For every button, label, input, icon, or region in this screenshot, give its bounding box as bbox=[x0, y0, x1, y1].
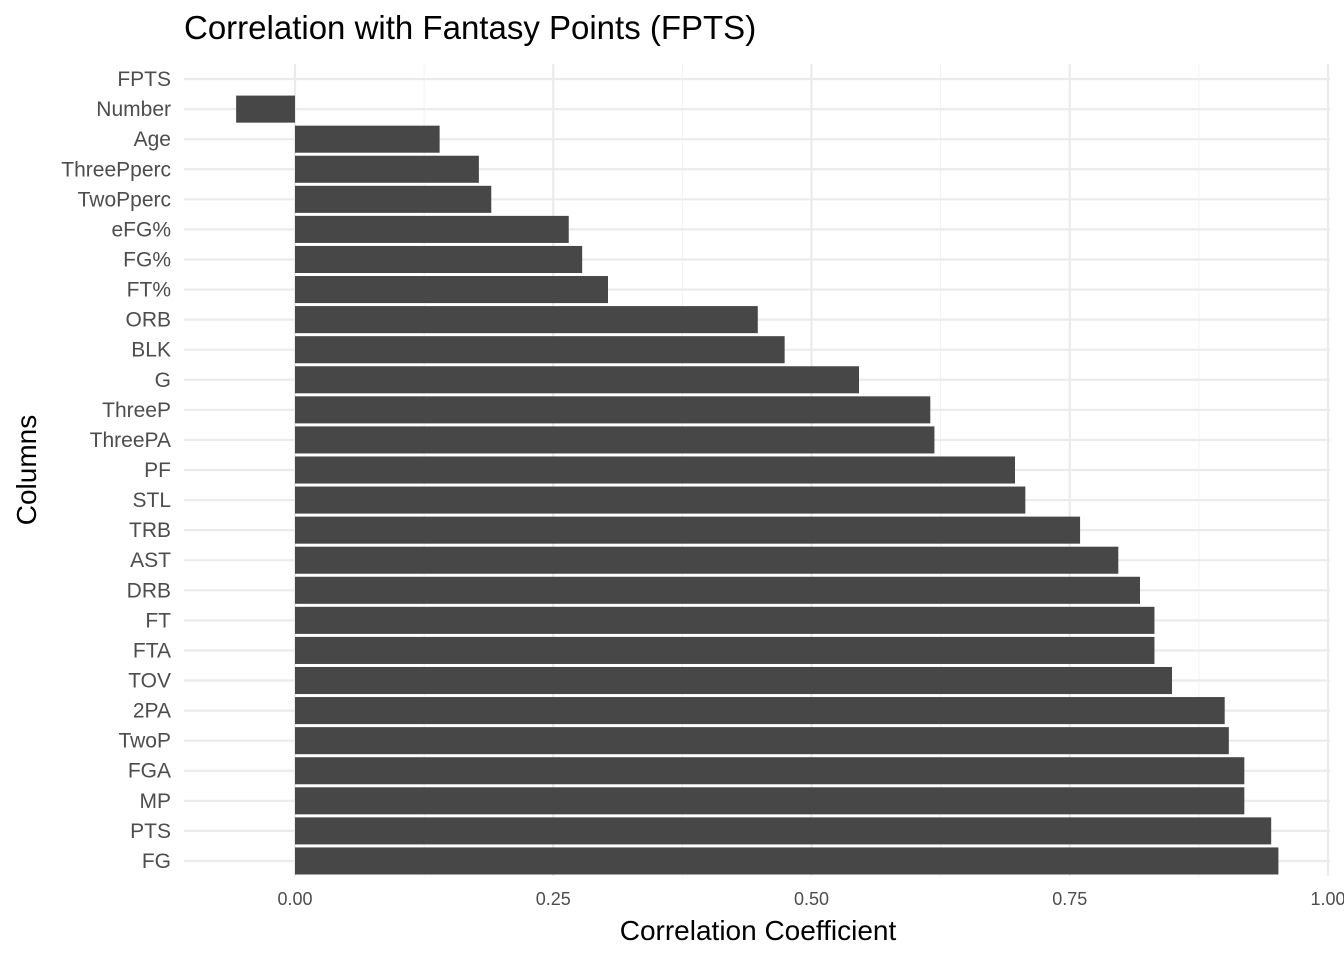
bar-ThreeP bbox=[295, 396, 931, 424]
y-tick-label: ORB bbox=[125, 309, 171, 332]
y-tick-label: BLK bbox=[131, 339, 171, 362]
bar-ORB bbox=[295, 306, 758, 334]
chart-title: Correlation with Fantasy Points (FPTS) bbox=[184, 9, 756, 46]
bar-TRB bbox=[295, 516, 1081, 544]
y-tick-label: TwoP bbox=[118, 730, 171, 753]
y-tick-label: FTA bbox=[133, 639, 171, 662]
bar-FTA bbox=[295, 636, 1155, 664]
y-tick-label: TOV bbox=[128, 670, 171, 693]
x-tick-label: 0.00 bbox=[277, 889, 312, 909]
bar-PF bbox=[295, 456, 1016, 484]
bar-G bbox=[295, 366, 860, 394]
bar-TOV bbox=[295, 666, 1173, 695]
y-tick-label: PTS bbox=[130, 820, 171, 843]
bar-Age bbox=[295, 125, 440, 153]
x-tick-label: 0.50 bbox=[794, 889, 829, 909]
bar-ThreePperc bbox=[295, 155, 479, 183]
bar-FG bbox=[295, 847, 1279, 875]
y-tick-label: DRB bbox=[127, 579, 171, 602]
y-tick-label: FPTS bbox=[117, 68, 171, 91]
bar-2PA bbox=[295, 697, 1225, 725]
y-tick-label: FT% bbox=[127, 279, 171, 302]
y-tick-label: STL bbox=[132, 489, 171, 512]
bars bbox=[236, 95, 1279, 875]
y-tick-label: ThreePperc bbox=[61, 158, 171, 181]
x-tick-label: 0.75 bbox=[1052, 889, 1087, 909]
y-tick-label: FG bbox=[142, 850, 171, 873]
bar-BLK bbox=[295, 336, 785, 364]
y-tick-label: Number bbox=[96, 98, 171, 121]
x-tick-label: 0.25 bbox=[536, 889, 571, 909]
y-tick-labels: FPTS Number Age ThreePperc TwoPperc eFG% FG% FT… bbox=[61, 68, 171, 873]
bar-FG% bbox=[295, 245, 583, 274]
x-tick-labels: 0.00 0.25 0.50 0.75 1.00 bbox=[277, 889, 1344, 909]
bar-Number bbox=[236, 95, 295, 123]
y-tick-label: FG% bbox=[123, 248, 171, 271]
bar-STL bbox=[295, 486, 1026, 514]
y-tick-label: ThreePA bbox=[90, 429, 171, 452]
bar-DRB bbox=[295, 576, 1140, 604]
y-axis-title: Columns bbox=[11, 415, 42, 525]
y-tick-label: MP bbox=[140, 790, 172, 813]
y-tick-label: 2PA bbox=[133, 700, 171, 723]
x-axis-title: Correlation Coefficient bbox=[620, 915, 897, 946]
bar-AST bbox=[295, 546, 1119, 574]
bar-FT bbox=[295, 606, 1155, 634]
bar-TwoP bbox=[295, 727, 1229, 755]
bar-TwoPperc bbox=[295, 185, 492, 213]
y-tick-label: eFG% bbox=[111, 218, 171, 241]
y-tick-label: G bbox=[155, 369, 171, 392]
bar-MP bbox=[295, 787, 1245, 815]
y-tick-label: FGA bbox=[128, 760, 171, 783]
y-tick-label: TwoPperc bbox=[78, 188, 171, 211]
y-tick-label: PF bbox=[144, 459, 171, 482]
y-tick-label: AST bbox=[130, 549, 171, 572]
x-tick-label: 1.00 bbox=[1310, 889, 1344, 909]
bar-ThreePA bbox=[295, 426, 935, 454]
y-tick-label: TRB bbox=[129, 519, 171, 542]
y-tick-label: FT bbox=[145, 609, 171, 632]
y-tick-label: Age bbox=[134, 128, 171, 151]
bar-eFG% bbox=[295, 215, 569, 243]
bar-PTS bbox=[295, 817, 1272, 845]
y-tick-label: ThreeP bbox=[102, 399, 171, 422]
bar-FGA bbox=[295, 757, 1245, 785]
bar-FT% bbox=[295, 276, 608, 304]
